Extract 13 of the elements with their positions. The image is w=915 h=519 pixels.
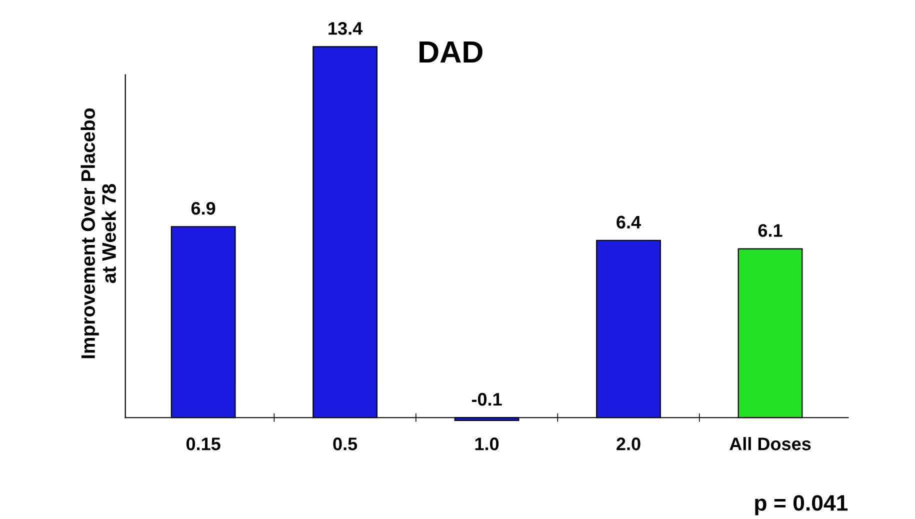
x-tick-label: All Doses	[730, 437, 811, 450]
x-tick-label: 0.5	[333, 438, 358, 450]
text: p = 0.041	[755, 495, 848, 516]
data-label: 6.1	[758, 224, 782, 237]
chart-title: DAD	[420, 41, 482, 62]
x-tick-label: 1.0	[475, 438, 499, 450]
x-tick-label: 2.0	[616, 438, 640, 450]
data-label: -0.1	[472, 392, 502, 406]
data-label: 13.4	[328, 22, 363, 35]
y-axis-title: Improvement Over Placebo at Week 78	[80, 108, 116, 358]
data-label: 6.9	[191, 202, 216, 215]
x-tick-label: 0.15	[186, 438, 220, 450]
data-label: 6.4	[616, 216, 641, 229]
